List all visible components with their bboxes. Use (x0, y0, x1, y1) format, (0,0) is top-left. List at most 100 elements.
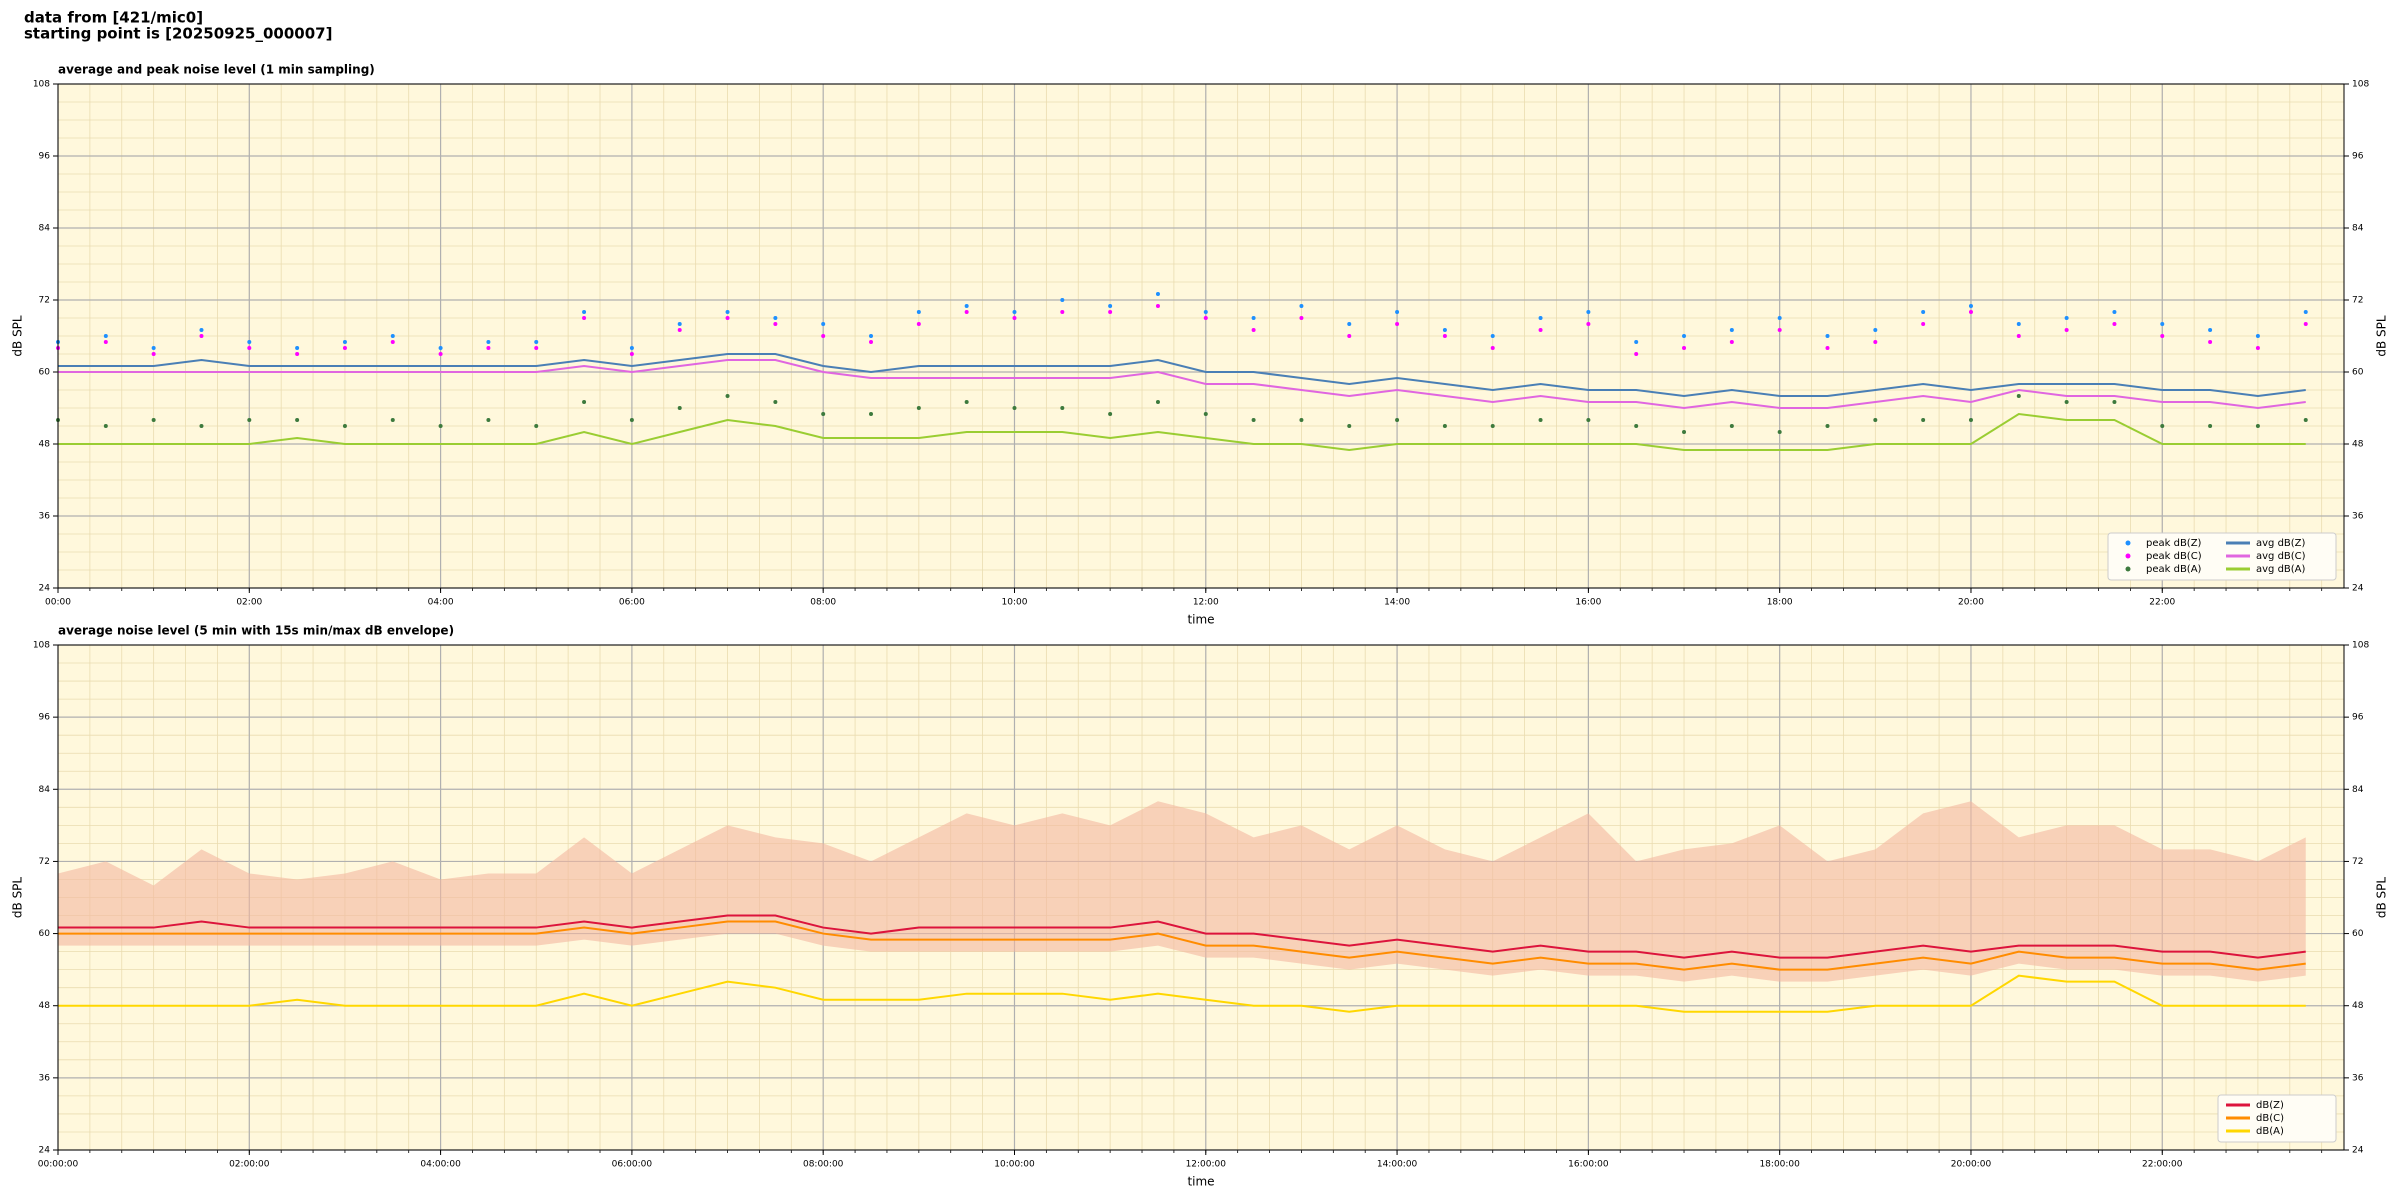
peak-point (534, 340, 539, 344)
peak-point (1921, 310, 1926, 314)
peak-point (2016, 394, 2021, 398)
peak-point (1299, 418, 1304, 422)
peak-point (1586, 322, 1591, 326)
y-tick-label: 36 (2352, 512, 2364, 522)
peak-point (1729, 340, 1734, 344)
peak-point (295, 352, 300, 356)
legend-label: peak dB(Z) (2146, 538, 2202, 549)
peak-point (1395, 310, 1400, 314)
peak-point (1682, 430, 1687, 434)
peak-point (1873, 418, 1878, 422)
y-tick-label: 96 (39, 713, 51, 723)
legend-label: dB(A) (2256, 1126, 2284, 1137)
y-axis-label: dB SPL (2375, 877, 2389, 919)
y-tick-label: 84 (2352, 224, 2364, 234)
y-axis-label: dB SPL (11, 877, 25, 919)
peak-point (103, 424, 108, 428)
peak-point (247, 346, 252, 350)
peak-point (2303, 310, 2308, 314)
peak-point (534, 424, 539, 428)
x-tick-label: 18:00:00 (1759, 1160, 1800, 1170)
peak-point (151, 346, 156, 350)
y-tick-label: 48 (2352, 1001, 2364, 1011)
peak-point (1155, 400, 1160, 404)
peak-point (1825, 424, 1830, 428)
legend-box (2107, 532, 2337, 581)
peak-point (1873, 340, 1878, 344)
peak-point (821, 334, 826, 338)
y-tick-label: 72 (2352, 857, 2363, 867)
peak-point (2016, 334, 2021, 338)
peak-point (629, 346, 634, 350)
y-axis-label: dB SPL (2375, 315, 2389, 357)
peak-point (486, 418, 491, 422)
peak-point (103, 334, 108, 338)
x-tick-label: 14:00:00 (1377, 1160, 1418, 1170)
peak-point (199, 424, 204, 428)
legend-label: peak dB(C) (2146, 551, 2202, 562)
peak-point (2303, 418, 2308, 422)
peak-point (247, 340, 252, 344)
peak-point (1538, 328, 1543, 332)
peak-point (1729, 328, 1734, 332)
y-tick-label: 60 (2352, 368, 2364, 378)
y-tick-label: 48 (39, 440, 51, 450)
peak-point (821, 322, 826, 326)
peak-point (2255, 424, 2260, 428)
peak-point (2064, 316, 2069, 320)
peak-point (390, 418, 395, 422)
legend-label: dB(C) (2256, 1113, 2284, 1124)
x-tick-label: 04:00:00 (420, 1160, 461, 1170)
peak-point (1108, 304, 1113, 308)
peak-point (1299, 304, 1304, 308)
peak-point (1538, 418, 1543, 422)
y-tick-label: 60 (2352, 929, 2364, 939)
peak-point (1251, 418, 1256, 422)
x-tick-label: 10:00 (1002, 598, 1028, 608)
y-tick-label: 84 (39, 224, 51, 234)
y-tick-label: 48 (39, 1001, 51, 1011)
x-tick-label: 12:00:00 (1186, 1160, 1227, 1170)
peak-point (1586, 418, 1591, 422)
y-tick-label: 84 (39, 785, 51, 795)
peak-point (964, 400, 969, 404)
x-tick-label: 08:00:00 (803, 1160, 844, 1170)
peak-point (773, 316, 778, 320)
peak-point (1921, 418, 1926, 422)
y-tick-label: 96 (39, 152, 51, 162)
x-tick-label: 22:00:00 (2142, 1160, 2183, 1170)
peak-point (2208, 328, 2213, 332)
peak-point (2112, 322, 2117, 326)
peak-point (1012, 406, 1017, 410)
x-tick-label: 00:00:00 (38, 1160, 79, 1170)
x-tick-label: 20:00:00 (1951, 1160, 1992, 1170)
peak-point (582, 400, 587, 404)
peak-point (2255, 346, 2260, 350)
chart-title: average and peak noise level (1 min samp… (58, 63, 375, 77)
peak-point (1490, 424, 1495, 428)
x-axis-label: time (1187, 613, 1214, 627)
series-line (58, 920, 2306, 971)
x-axis-label: time (1187, 1175, 1214, 1189)
y-tick-label: 24 (2352, 1146, 2364, 1156)
peak-point (582, 316, 587, 320)
y-tick-label: 24 (2352, 584, 2364, 594)
peak-point (2303, 322, 2308, 326)
series-line (58, 412, 2306, 452)
peak-point (295, 346, 300, 350)
series-line (58, 974, 2306, 1013)
peak-point (295, 418, 300, 422)
peak-point (964, 310, 969, 314)
x-tick-label: 10:00:00 (994, 1160, 1035, 1170)
peak-point (869, 340, 874, 344)
legend-marker (2125, 566, 2131, 572)
peak-point (103, 340, 108, 344)
peak-point (1299, 316, 1304, 320)
x-tick-label: 20:00 (1958, 598, 1984, 608)
peak-point (2160, 334, 2165, 338)
x-tick-label: 16:00 (1575, 598, 1601, 608)
peak-point (1682, 346, 1687, 350)
x-tick-label: 22:00 (2149, 598, 2175, 608)
peak-point (1251, 328, 1256, 332)
peak-point (821, 412, 826, 416)
